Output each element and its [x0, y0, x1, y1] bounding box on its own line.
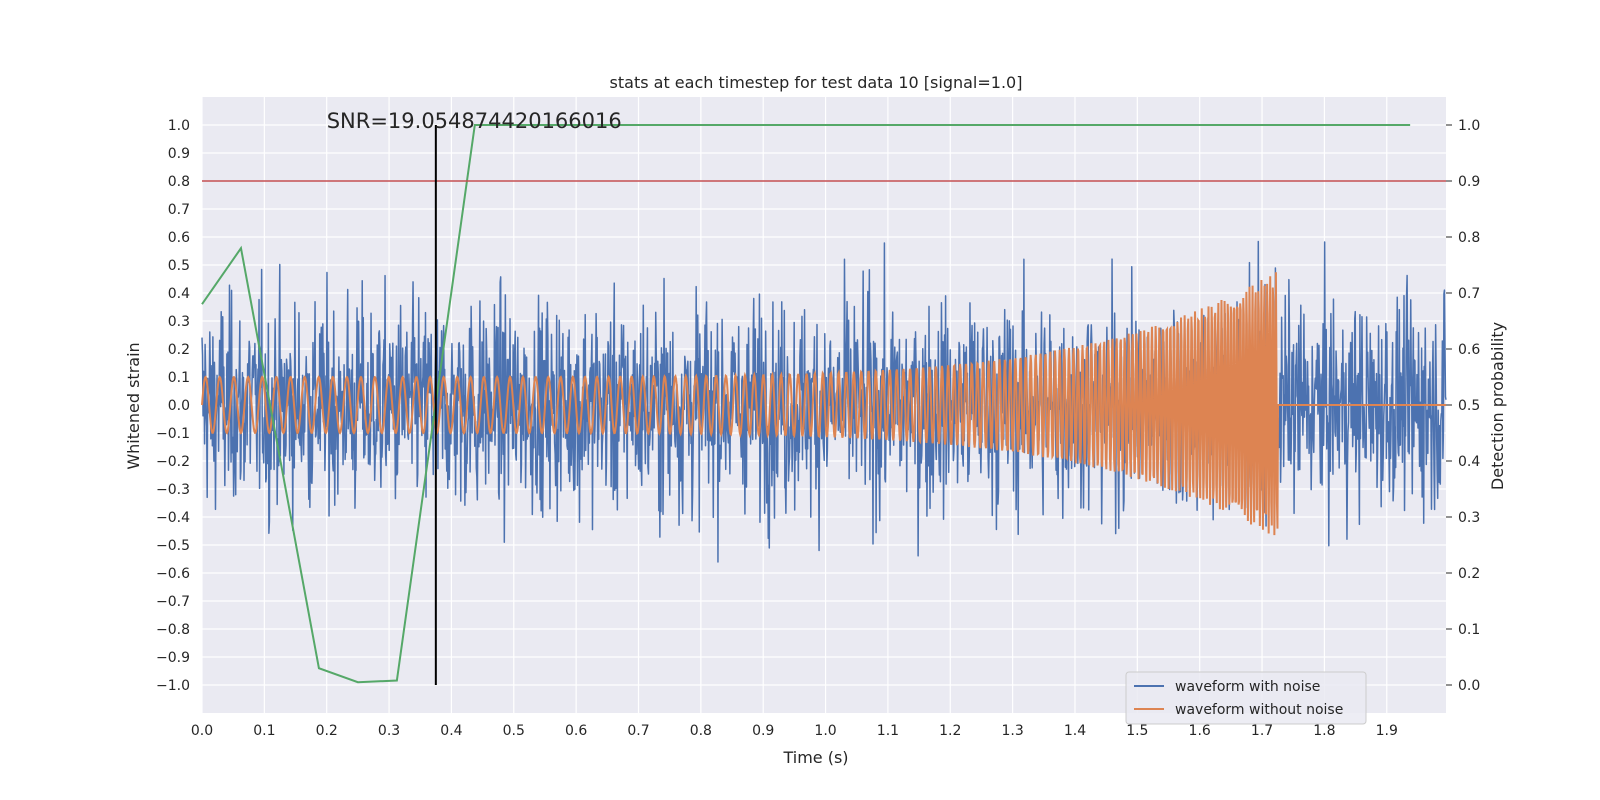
y-tick-label: −0.3: [156, 482, 190, 498]
y-tick-label: 0.4: [168, 286, 190, 302]
x-tick-label: 0.7: [627, 723, 649, 739]
x-tick-label: 0.6: [565, 723, 587, 739]
y-tick-label: 0.2: [168, 342, 190, 358]
y-tick-label: 0.7: [168, 202, 190, 218]
y-tick-label: −0.1: [156, 426, 190, 442]
x-tick-label: 0.5: [503, 723, 525, 739]
x-tick-label: 0.2: [316, 723, 338, 739]
x-tick-label: 1.3: [1001, 723, 1023, 739]
clean-waveform-line: [201, 272, 1446, 536]
x-tick-label: 1.5: [1126, 723, 1148, 739]
x-tick-label: 1.7: [1251, 723, 1273, 739]
y2-tick-label: 0.4: [1458, 454, 1480, 470]
y-tick-label: −0.6: [156, 566, 190, 582]
y-tick-label: −0.8: [156, 622, 190, 638]
y-tick-label: 0.6: [168, 230, 190, 246]
y2-tick-label: 0.3: [1458, 510, 1480, 526]
y-tick-label: −1.0: [156, 678, 190, 694]
x-ticks: 0.0 0.1 0.2 0.3 0.4 0.5 0.6 0.7 0.8 0.9 1.0 1.1 1.2 1…: [191, 723, 1398, 739]
x-tick-label: 0.1: [253, 723, 275, 739]
x-tick-label: 1.1: [877, 723, 899, 739]
snr-annotation: SNR=19.054874420166016: [327, 109, 622, 133]
x-tick-label: 1.4: [1064, 723, 1086, 739]
y-tick-label: 1.0: [168, 118, 190, 134]
y-tick-label: −0.2: [156, 454, 190, 470]
y-tick-label: −0.5: [156, 538, 190, 554]
y-tick-label: 0.5: [168, 258, 190, 274]
x-tick-label: 0.3: [378, 723, 400, 739]
y-tick-label: 0.0: [168, 398, 190, 414]
legend-label-clean: waveform without noise: [1175, 702, 1343, 718]
chart-title: stats at each timestep for test data 10 …: [610, 73, 1023, 92]
y-tick-label: 0.9: [168, 146, 190, 162]
y-tick-label: −0.4: [156, 510, 190, 526]
overlays: [202, 125, 1446, 685]
y2-ticks: 1.0 0.9 0.8 0.7 0.6 0.5 0.4 0.3 0.2 0.1 0.0: [1446, 118, 1480, 694]
y2-tick-label: 0.8: [1458, 230, 1480, 246]
x-tick-label: 1.6: [1189, 723, 1211, 739]
y-ticks: 1.0 0.9 0.8 0.7 0.6 0.5 0.4 0.3 0.2 0.1 0.0 −0.1 −0.…: [156, 118, 190, 694]
y-tick-label: 0.1: [168, 370, 190, 386]
x-tick-label: 0.9: [752, 723, 774, 739]
y2-axis-label: Detection probability: [1488, 322, 1507, 490]
y-tick-label: −0.9: [156, 650, 190, 666]
y2-tick-label: 0.0: [1458, 678, 1480, 694]
y2-tick-label: 0.6: [1458, 342, 1480, 358]
series-detection-probability: [201, 124, 1411, 684]
y-tick-label: 0.8: [168, 174, 190, 190]
x-tick-label: 0.4: [440, 723, 462, 739]
legend: waveform with noise waveform without noi…: [1125, 671, 1367, 725]
series-waveform-without-noise: [201, 272, 1446, 536]
x-tick-label: 1.9: [1376, 723, 1398, 739]
y-tick-label: −0.7: [156, 594, 190, 610]
x-tick-label: 1.8: [1313, 723, 1335, 739]
x-tick-label: 0.8: [690, 723, 712, 739]
x-tick-label: 1.0: [814, 723, 836, 739]
y2-tick-label: 0.5: [1458, 398, 1480, 414]
x-tick-label: 0.0: [191, 723, 213, 739]
y-tick-label: 0.3: [168, 314, 190, 330]
y2-tick-label: 0.2: [1458, 566, 1480, 582]
y2-tick-label: 0.9: [1458, 174, 1480, 190]
y-axis-label: Whitened strain: [124, 342, 143, 469]
x-axis-label: Time (s): [782, 748, 848, 767]
y2-tick-label: 1.0: [1458, 118, 1480, 134]
legend-box: [1125, 671, 1367, 725]
x-tick-label: 1.2: [939, 723, 961, 739]
detection-probability-line: [201, 124, 1411, 684]
y2-tick-label: 0.7: [1458, 286, 1480, 302]
legend-label-noise: waveform with noise: [1175, 679, 1320, 695]
y2-tick-label: 0.1: [1458, 622, 1480, 638]
